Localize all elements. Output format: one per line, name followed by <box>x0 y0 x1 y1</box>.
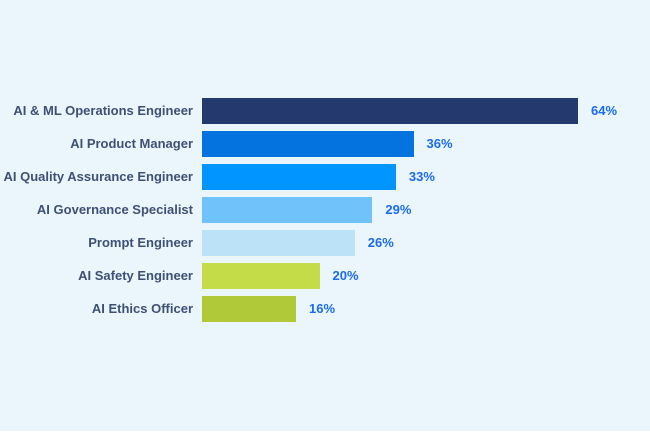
value-label: 36% <box>426 136 453 151</box>
bar-area: 33% <box>202 160 650 193</box>
chart-row: AI & ML Operations Engineer 64% <box>0 94 650 127</box>
category-label: AI & ML Operations Engineer <box>13 103 193 118</box>
bar-area: 36% <box>202 127 650 160</box>
value-label: 16% <box>309 301 336 316</box>
category-label: AI Governance Specialist <box>36 202 193 217</box>
value-label: 33% <box>408 169 435 184</box>
category-label: AI Safety Engineer <box>78 268 193 283</box>
value-label: 64% <box>591 103 618 118</box>
value-label: 26% <box>367 235 394 250</box>
bar <box>202 130 414 157</box>
bottom-strip <box>0 431 650 433</box>
chart-row: AI Governance Specialist 29% <box>0 193 650 226</box>
chart-row: AI Ethics Officer 16% <box>0 292 650 325</box>
chart-row: AI Product Manager 36% <box>0 127 650 160</box>
value-label: 20% <box>332 268 359 283</box>
bar <box>202 229 355 256</box>
chart-row: AI Safety Engineer 20% <box>0 259 650 292</box>
bar-area: 16% <box>202 292 650 325</box>
chart-row: AI Quality Assurance Engineer 33% <box>0 160 650 193</box>
bar-area: 64% <box>202 94 650 127</box>
bar <box>202 163 396 190</box>
value-label: 29% <box>385 202 412 217</box>
category-label: AI Ethics Officer <box>91 301 193 316</box>
bar-area: 26% <box>202 226 650 259</box>
bar <box>202 196 373 223</box>
bar <box>202 97 578 124</box>
category-label: AI Product Manager <box>70 136 193 151</box>
category-label: AI Quality Assurance Engineer <box>3 169 193 184</box>
bar-chart: AI & ML Operations Engineer 64% AI Produ… <box>0 94 650 325</box>
bar <box>202 295 296 322</box>
chart-row: Prompt Engineer 26% <box>0 226 650 259</box>
bar-area: 20% <box>202 259 650 292</box>
bar-area: 29% <box>202 193 650 226</box>
bar <box>202 262 320 289</box>
category-label: Prompt Engineer <box>88 235 193 250</box>
